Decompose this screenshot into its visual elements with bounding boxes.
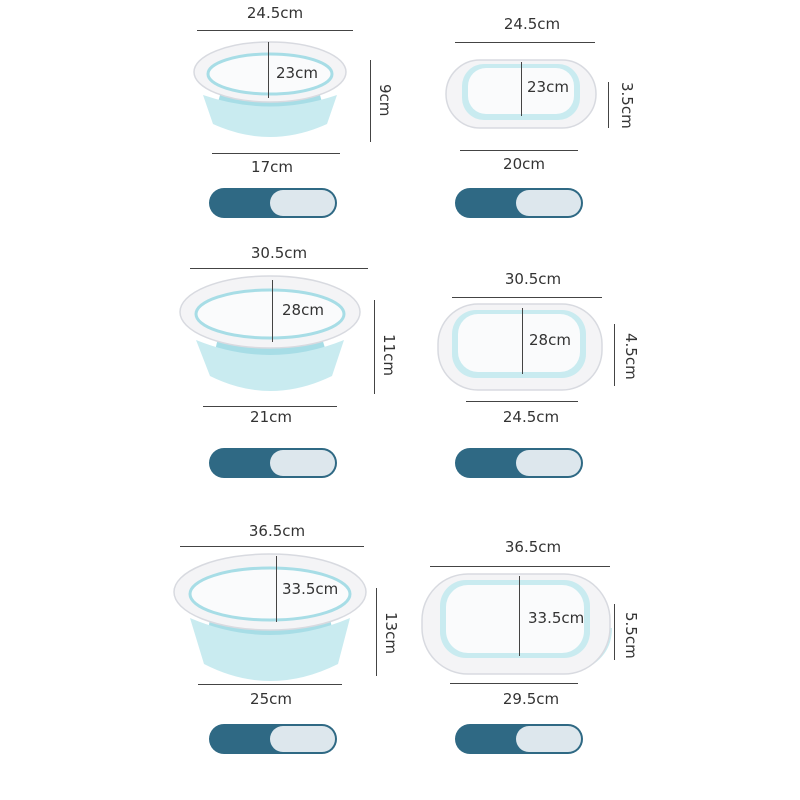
open-small-height: 9cm [376,84,394,117]
dim-line-height-open-medium [374,300,375,394]
open-medium-inner-width: 28cm [282,301,324,319]
dim-line-height-open-large [376,588,377,676]
folded-medium-top-width: 30.5cm [504,270,562,288]
dim-line-inner-folded-large [519,576,520,656]
open-large-top-width: 36.5cm [248,522,306,540]
handle-small-folded [455,188,583,218]
open-medium-top-width: 30.5cm [250,244,308,262]
folded-large-height: 5.5cm [622,612,640,659]
folded-large-top-width: 36.5cm [504,538,562,556]
folded-small-top-width: 24.5cm [503,15,561,33]
dim-line-inner-folded-medium [522,308,523,374]
open-basin-large [173,553,367,681]
open-large-inner-width: 33.5cm [282,580,339,598]
folded-medium-height: 4.5cm [622,333,640,380]
handle-medium-folded [455,448,583,478]
dim-line-bottom-open-small [212,153,340,154]
dim-line-bottom-open-large [198,684,342,685]
dim-line-height-open-small [370,60,371,142]
folded-basin-medium [437,303,603,391]
dim-line-height-folded-medium [614,324,615,386]
folded-small-bottom-width: 20cm [503,155,545,173]
dim-line-bottom-open-medium [203,406,337,407]
open-medium-height: 11cm [380,334,398,376]
dim-line-inner-folded-small [521,62,522,116]
dim-line-height-folded-small [608,82,609,128]
dim-line-bottom-folded-medium [466,401,578,402]
folded-large-bottom-width: 29.5cm [502,690,560,708]
folded-small-height: 3.5cm [618,82,636,129]
folded-small-inner-width: 23cm [527,78,569,96]
open-large-height: 13cm [382,612,400,654]
dim-line-top-open-large [180,546,364,547]
dim-line-top-open-small [197,30,353,31]
dim-line-inner-open-large [276,556,277,622]
folded-medium-bottom-width: 24.5cm [502,408,560,426]
dim-line-top-folded-medium [452,297,602,298]
handle-large-folded [455,724,583,754]
dim-line-bottom-folded-large [450,683,578,684]
handle-large [209,724,337,754]
open-small-inner-width: 23cm [276,64,318,82]
open-small-top-width: 24.5cm [246,4,304,22]
dim-line-inner-open-small [268,42,269,98]
open-small-bottom-width: 17cm [251,158,293,176]
open-basin-small [193,41,347,137]
handle-medium [209,448,337,478]
folded-medium-inner-width: 28cm [529,331,571,349]
dim-line-top-folded-large [430,566,610,567]
handle-small [209,188,337,218]
folded-large-inner-width: 33.5cm [528,609,585,627]
dim-line-height-folded-large [614,604,615,660]
dim-line-top-folded-small [455,42,595,43]
dim-line-top-open-medium [190,268,368,269]
open-large-bottom-width: 25cm [250,690,292,708]
open-medium-bottom-width: 21cm [250,408,292,426]
dim-line-bottom-folded-small [460,150,578,151]
open-basin-medium [179,275,361,391]
dim-line-inner-open-medium [272,280,273,342]
